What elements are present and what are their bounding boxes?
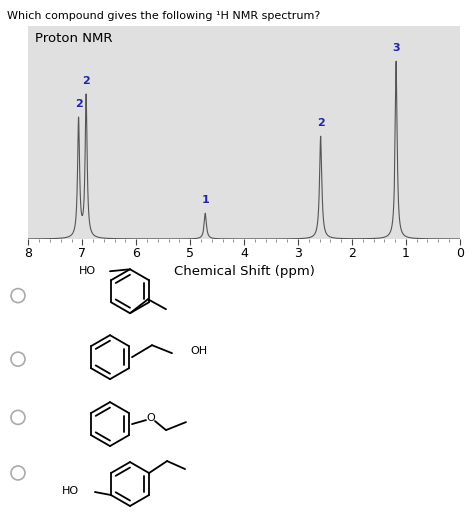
Text: Which compound gives the following ¹H NMR spectrum?: Which compound gives the following ¹H NM… — [7, 11, 320, 21]
Text: 2: 2 — [75, 99, 82, 109]
X-axis label: Chemical Shift (ppm): Chemical Shift (ppm) — [173, 265, 315, 278]
Text: O: O — [146, 413, 155, 423]
Text: OH: OH — [190, 346, 207, 356]
Text: 2: 2 — [82, 76, 90, 86]
Text: 2: 2 — [317, 118, 325, 128]
Text: 1: 1 — [201, 195, 209, 206]
Text: Proton NMR: Proton NMR — [35, 32, 112, 45]
Text: 3: 3 — [392, 43, 400, 53]
Text: HO: HO — [62, 486, 79, 496]
Text: HO: HO — [79, 266, 96, 276]
